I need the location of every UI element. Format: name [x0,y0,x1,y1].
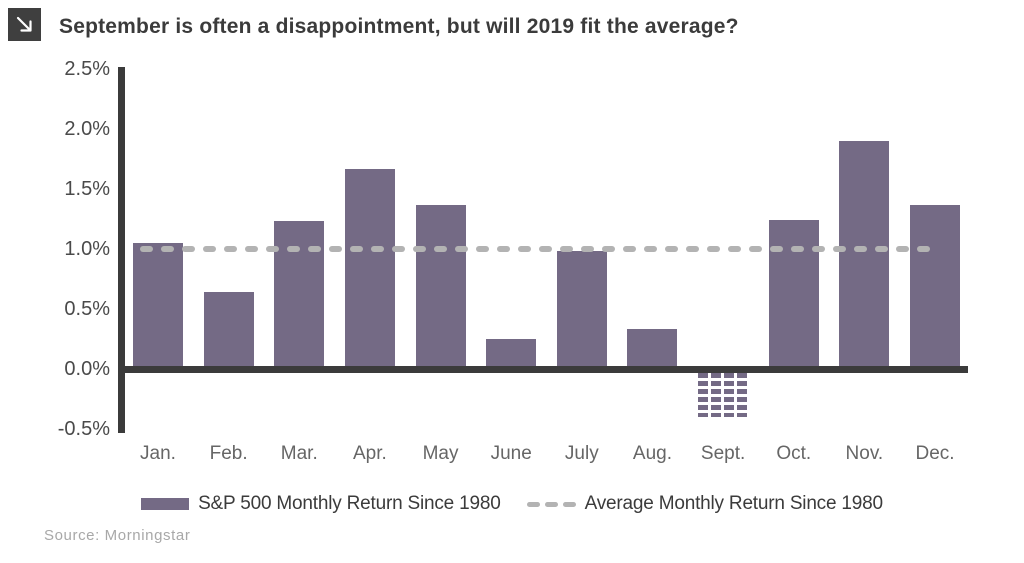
average-line-dash [224,246,237,252]
bar-mar [274,221,325,369]
x-tick-feb: Feb. [209,443,248,464]
x-tick-june: June [490,443,532,464]
average-line-dash [413,246,426,252]
x-axis-line [118,365,968,373]
y-axis-line [118,67,125,433]
legend-item-average: Average Monthly Return Since 1980 [526,493,883,515]
y-tick-0.5: 0.5% [64,298,110,320]
average-line-dash [182,246,195,252]
average-line-dash [812,246,825,252]
average-line-dash [875,246,888,252]
average-line-dash [623,246,636,252]
average-line-dash [560,246,573,252]
y-tick-2.5: 2.5% [64,58,110,80]
average-line-dash [455,246,468,252]
bar-july [556,251,607,369]
average-line-dash [266,246,279,252]
bar-apr [344,168,395,369]
average-line-dash [917,246,930,252]
average-line-dash [749,246,762,252]
x-tick-sept: Sept. [700,443,746,464]
bar-nov [839,141,890,369]
x-tick-mar: Mar. [280,443,318,464]
average-line-dash [476,246,489,252]
y-tick-1.5: 1.5% [64,178,110,200]
average-legend-swatch [526,501,576,507]
y-tick-0.0: 0.0% [64,358,110,380]
average-line-dash [581,246,594,252]
average-line-dash [686,246,699,252]
y-tick-1.0: 1.0% [64,238,110,260]
bar-sept [698,373,749,417]
bar-oct [768,220,819,369]
average-line-dash [245,246,258,252]
bar-june [486,339,537,369]
average-line-dash [707,246,720,252]
average-line-dash [728,246,741,252]
average-line-dash [791,246,804,252]
x-tick-nov: Nov. [845,443,884,464]
average-line-dash [518,246,531,252]
average-line-dash [770,246,783,252]
average-line-dash [644,246,657,252]
bar-dec [910,204,961,369]
bars-legend-label: S&P 500 Monthly Return Since 1980 [198,493,501,514]
source-credit: Source: Morningstar [44,527,191,544]
chart-title: September is often a disappointment, but… [59,15,739,38]
average-line-dash [161,246,174,252]
average-line-dash [854,246,867,252]
y-tick--0.5: -0.5% [57,418,110,440]
bar-aug [627,329,678,369]
average-line-dash [287,246,300,252]
x-tick-apr: Apr. [353,443,387,464]
bar-may [415,204,466,369]
average-line-dash [434,246,447,252]
y-tick-2.0: 2.0% [64,118,110,140]
average-line-dash [371,246,384,252]
chart-legend: S&P 500 Monthly Return Since 1980 Averag… [0,493,1024,515]
average-line-dash [203,246,216,252]
x-tick-may: May [422,443,459,464]
x-tick-july: July [564,443,599,464]
bars-legend-swatch [141,498,190,510]
arrow-down-right-icon [8,8,41,41]
x-tick-dec: Dec. [915,443,955,464]
average-line-dash [140,246,153,252]
average-line-dash [329,246,342,252]
average-line-dash [392,246,405,252]
average-line-dash [350,246,363,252]
bar-feb [203,292,254,369]
average-line-dash [602,246,615,252]
legend-item-bars: S&P 500 Monthly Return Since 1980 [141,493,501,515]
average-legend-label: Average Monthly Return Since 1980 [584,493,883,514]
average-line-dash [308,246,321,252]
average-line-dash [896,246,909,252]
bar-jan [133,243,183,369]
average-line-dash [665,246,678,252]
average-line-dash [497,246,510,252]
x-tick-oct: Oct. [776,443,812,464]
average-line-dash [833,246,846,252]
x-tick-jan: Jan. [140,443,176,464]
x-tick-aug: Aug. [632,443,673,464]
average-line-dash [539,246,552,252]
